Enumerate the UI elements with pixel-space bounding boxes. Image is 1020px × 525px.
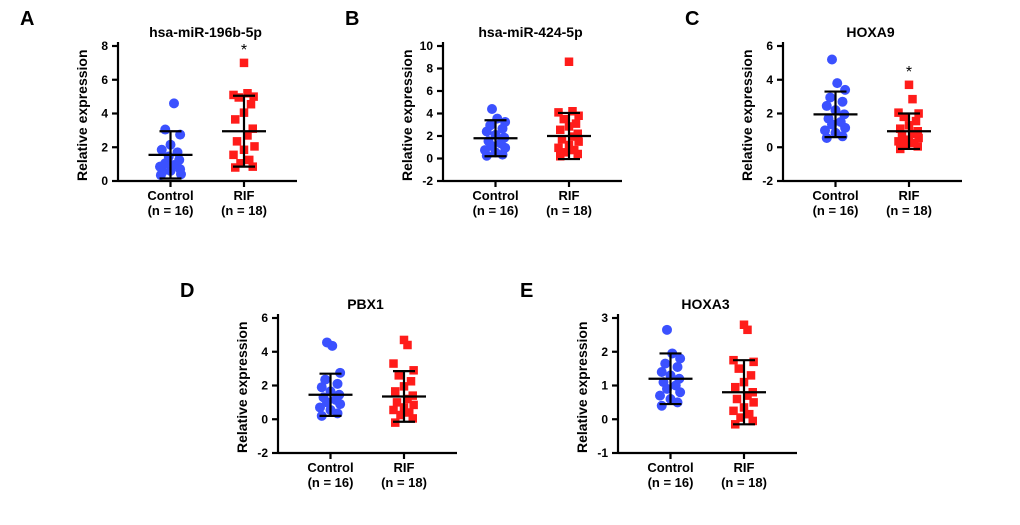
svg-text:8: 8	[101, 39, 108, 53]
svg-text:2: 2	[601, 345, 608, 359]
x-tick-label-rif: RIF (n = 18)	[699, 461, 789, 491]
chart-title: hsa-miR-424-5p	[443, 24, 618, 40]
panel-label-c: C	[685, 8, 699, 31]
chart-title: HOXA9	[783, 24, 958, 40]
svg-text:2: 2	[766, 107, 773, 121]
x-tick-label-rif: RIF (n = 18)	[199, 189, 289, 219]
svg-text:2: 2	[261, 379, 268, 393]
svg-text:0: 0	[101, 174, 108, 188]
svg-text:6: 6	[426, 84, 433, 98]
svg-text:10: 10	[420, 39, 434, 53]
y-axis-label: Relative expression	[574, 321, 590, 453]
svg-text:-2: -2	[762, 174, 773, 188]
figure-canvas: Ahsa-miR-196b-5p Relative expression 0 2 4 6 8…	[0, 0, 1020, 525]
svg-text:3: 3	[601, 311, 608, 325]
panel-a: hsa-miR-196b-5p Relative expression 0 2 4 6 8 *…	[60, 10, 320, 210]
svg-text:6: 6	[101, 73, 108, 87]
svg-text:-2: -2	[422, 174, 433, 188]
svg-text:4: 4	[426, 107, 433, 121]
panel-label-a: A	[20, 8, 34, 31]
svg-text:1: 1	[601, 379, 608, 393]
panel-b: hsa-miR-424-5p Relative expression -2 0 2 4 6 8…	[385, 10, 645, 210]
svg-text:6: 6	[766, 39, 773, 53]
y-axis-label: Relative expression	[739, 49, 755, 181]
svg-text:0: 0	[261, 412, 268, 426]
x-tick-label-rif: RIF (n = 18)	[359, 461, 449, 491]
svg-text:8: 8	[426, 62, 433, 76]
svg-text:-1: -1	[597, 446, 608, 460]
significance-marker: *	[241, 42, 247, 59]
svg-text:-2: -2	[257, 446, 268, 460]
y-axis-label: Relative expression	[234, 321, 250, 453]
x-tick-label-rif: RIF (n = 18)	[864, 189, 954, 219]
y-axis-label: Relative expression	[399, 49, 415, 181]
svg-text:4: 4	[101, 107, 108, 121]
panel-label-e: E	[520, 280, 533, 303]
svg-text:4: 4	[261, 345, 268, 359]
svg-text:2: 2	[101, 140, 108, 154]
chart-title: PBX1	[278, 296, 453, 312]
y-axis-label: Relative expression	[74, 49, 90, 181]
panel-e: HOXA3Relative expression-10123Control (n…	[560, 282, 820, 482]
panel-label-d: D	[180, 280, 194, 303]
panel-label-b: B	[345, 8, 359, 31]
significance-marker: *	[906, 64, 912, 81]
chart-title: HOXA3	[618, 296, 793, 312]
svg-text:2: 2	[426, 129, 433, 143]
chart-title: hsa-miR-196b-5p	[118, 24, 293, 40]
panel-d: PBX1Relative expression-20246Control (n …	[220, 282, 480, 482]
svg-text:0: 0	[601, 412, 608, 426]
svg-text:4: 4	[766, 73, 773, 87]
svg-text:6: 6	[261, 311, 268, 325]
svg-text:0: 0	[426, 152, 433, 166]
x-tick-label-rif: RIF (n = 18)	[524, 189, 614, 219]
svg-text:0: 0	[766, 140, 773, 154]
panel-c: HOXA9Relative expression-20246*Control (…	[725, 10, 985, 210]
